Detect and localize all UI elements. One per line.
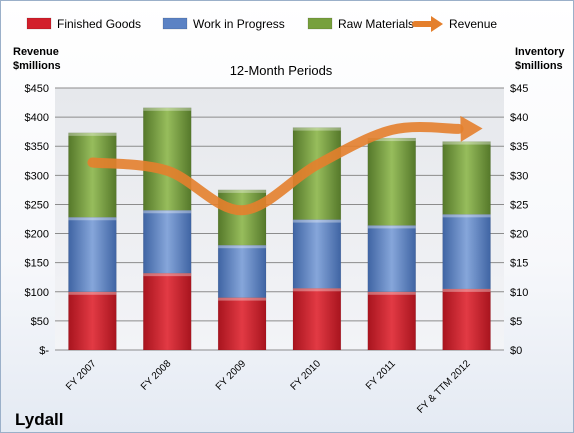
legend-label: Work in Progress [193, 17, 285, 31]
bar-work-in-progress [367, 225, 416, 293]
legend-label: Revenue [449, 17, 497, 31]
bar-highlight [442, 288, 491, 292]
bar-finished-goods [367, 291, 416, 351]
legend-label: Finished Goods [57, 17, 141, 31]
category-label: FY 2007 [64, 358, 99, 393]
left-tick-label: $250 [25, 199, 49, 211]
right-axis: $0 $5 $10 $15 $20 $25 $30 $35 $40 $45 [510, 83, 528, 357]
right-tick-label: $5 [510, 316, 522, 328]
bar-highlight [68, 132, 117, 136]
plot-area [55, 87, 504, 351]
right-tick-label: $0 [510, 345, 522, 357]
legend-label: Raw Materials [338, 17, 414, 31]
right-tick-label: $45 [510, 83, 528, 95]
bar-highlight [367, 291, 416, 295]
legend-swatch [162, 17, 188, 30]
bar-finished-goods [217, 297, 267, 351]
revenue-line [87, 122, 464, 216]
category-label: FY 2010 [289, 358, 324, 393]
bar-highlight [292, 288, 341, 292]
right-tick-label: $30 [510, 170, 528, 182]
bar-finished-goods [143, 272, 192, 351]
left-tick-label: $400 [25, 112, 49, 124]
bar-highlight [143, 210, 192, 214]
bars [68, 107, 491, 351]
bar-finished-goods [442, 288, 491, 351]
category-label: FY & TTM 2012 [415, 358, 473, 416]
left-tick-label: $50 [31, 316, 49, 328]
right-tick-label: $25 [510, 199, 528, 211]
right-axis-title-line1: Inventory [515, 46, 565, 58]
left-tick-label: $150 [25, 258, 49, 270]
chart-title: 12-Month Periods [230, 63, 333, 78]
category-label: FY 2008 [139, 358, 174, 393]
left-axis: $- $50 $100 $150 $200 $250 $300 $350 $400 $450 [25, 83, 50, 357]
bar-work-in-progress [68, 217, 117, 293]
bar-highlight [367, 138, 416, 142]
left-tick-label: $350 [25, 141, 49, 153]
left-tick-label: $100 [25, 287, 49, 299]
bar-raw-materials [367, 137, 416, 226]
bar-highlight [68, 291, 117, 295]
legend-arrow [431, 16, 443, 32]
legend-swatch [26, 17, 52, 30]
legend: Finished Goods Work in Progress Raw Materi… [26, 16, 497, 32]
right-tick-label: $15 [510, 258, 528, 270]
left-tick-label: $450 [25, 83, 49, 95]
right-tick-label: $20 [510, 229, 528, 241]
left-tick-label: $200 [25, 229, 49, 241]
bar-highlight [218, 245, 267, 249]
bar-finished-goods [68, 291, 117, 351]
left-axis-title-line2: $millions [13, 60, 61, 72]
revenue-arrowhead [460, 115, 483, 142]
bar-raw-materials [143, 107, 192, 211]
right-tick-label: $35 [510, 141, 528, 153]
company-name: Lydall [15, 410, 64, 429]
bar-highlight [442, 214, 491, 218]
bar-finished-goods [292, 288, 342, 351]
category-label: FY 2011 [364, 358, 398, 392]
right-tick-label: $40 [510, 112, 528, 124]
bar-work-in-progress [292, 219, 342, 289]
bar-highlight [367, 225, 416, 229]
legend-swatch [307, 17, 333, 30]
x-axis: FY 2007 FY 2008 FY 2009 FY 2010 FY 2011 FY & … [64, 358, 473, 416]
bar-highlight [442, 141, 491, 145]
bar-highlight [292, 127, 341, 131]
bar-highlight [218, 297, 267, 301]
bar-highlight [143, 107, 192, 111]
bar-highlight [143, 273, 192, 277]
left-tick-label: $- [39, 345, 49, 357]
right-tick-label: $10 [510, 287, 528, 299]
bar-highlight [68, 217, 117, 221]
bar-highlight [292, 219, 341, 223]
bar-work-in-progress [442, 214, 491, 290]
bar-highlight [218, 189, 267, 193]
right-axis-title-line2: $millions [515, 60, 563, 72]
left-tick-label: $300 [25, 170, 49, 182]
bar-raw-materials [68, 132, 117, 218]
bar-raw-materials [217, 189, 267, 246]
bar-work-in-progress [143, 210, 192, 274]
left-axis-title-line1: Revenue [13, 46, 59, 58]
bar-work-in-progress [217, 244, 267, 298]
bar-raw-materials [442, 141, 491, 215]
category-label: FY 2009 [214, 358, 249, 393]
